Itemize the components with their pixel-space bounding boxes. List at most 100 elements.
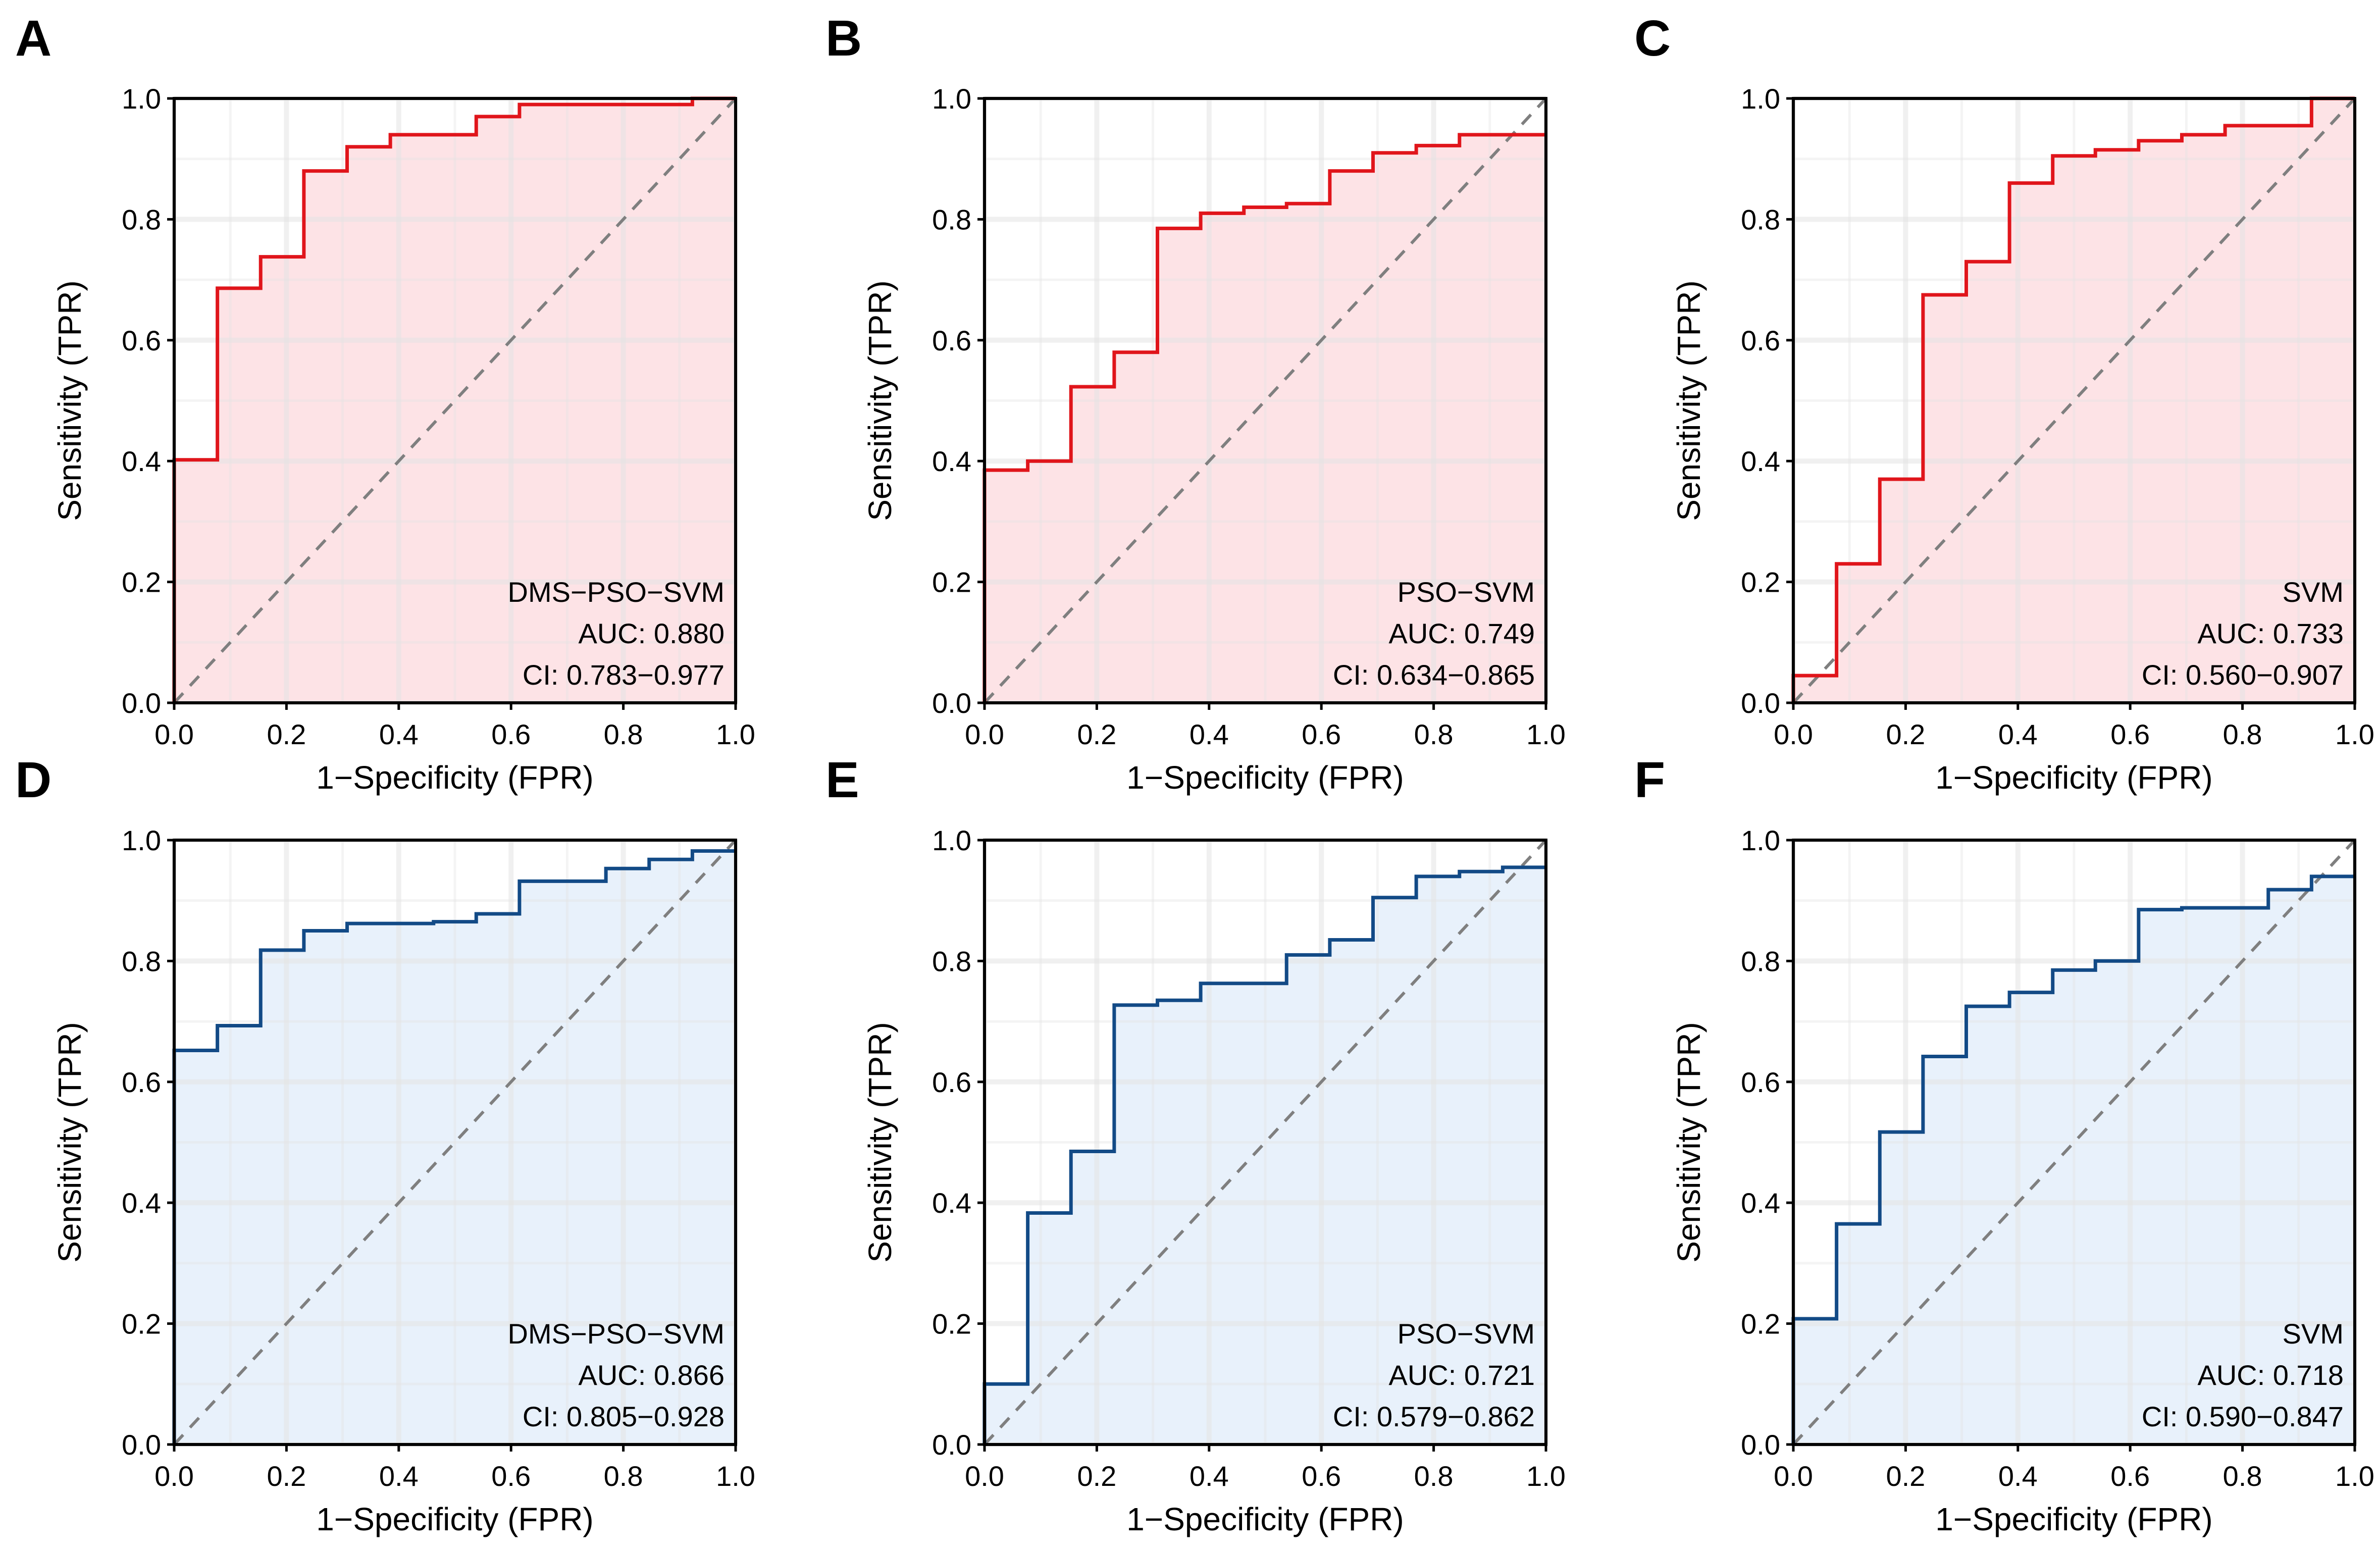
- y-tick-label: 0.0: [122, 687, 161, 719]
- auc-label: AUC: 0.721: [1389, 1359, 1535, 1391]
- x-tick-label: 0.8: [604, 718, 643, 750]
- ci-label: CI: 0.560−0.907: [2142, 659, 2344, 691]
- x-tick-label: 1.0: [2335, 1460, 2374, 1492]
- roc-curve: [172, 849, 736, 1444]
- model-name-label: PSO−SVM: [1398, 576, 1535, 608]
- x-tick-label: 0.6: [491, 1460, 531, 1492]
- x-tick-label: 0.4: [1189, 718, 1229, 750]
- panel-letter: F: [1634, 752, 1665, 808]
- plot-frame: [1792, 839, 2356, 1446]
- y-tick-label: 0.0: [1741, 1429, 1780, 1461]
- roc-panel-b: B 0.0 0.2 0.4 0.6 0.8 1.0 0.0 0.2 0.4 0.6 0.8 1.0 1−S…: [825, 10, 1566, 796]
- auc-area: [985, 867, 1546, 1444]
- x-tick-label: 0.8: [2223, 1460, 2262, 1492]
- y-tick-label: 0.6: [122, 1066, 161, 1098]
- y-tick-label: 0.8: [122, 203, 161, 235]
- x-tick-label: 0.6: [2110, 718, 2150, 750]
- y-tick-label: 1.0: [932, 824, 971, 856]
- plot-frame: [173, 97, 737, 704]
- x-tick-label: 0.8: [1414, 718, 1454, 750]
- roc-curve: [982, 133, 1546, 703]
- x-tick-label: 1.0: [716, 1460, 755, 1492]
- x-axis-label: 1−Specificity (FPR): [316, 759, 593, 796]
- model-name-label: DMS−PSO−SVM: [508, 576, 725, 608]
- y-tick-label: 0.6: [932, 325, 971, 356]
- x-tick-label: 0.0: [1774, 1460, 1813, 1492]
- y-tick-label: 0.0: [122, 1429, 161, 1461]
- roc-panel-d: D 0.0 0.2 0.4 0.6 0.8 1.0 0.0 0.2 0.4 0.6 0.8 1.0 1−S…: [15, 752, 755, 1537]
- x-axis-label: 1−Specificity (FPR): [316, 1501, 593, 1537]
- y-axis-label: Sensitivity (TPR): [1671, 1022, 1707, 1263]
- y-tick-label: 0.8: [932, 945, 971, 977]
- x-tick-label: 0.4: [379, 718, 419, 750]
- y-tick-label: 0.8: [1741, 945, 1780, 977]
- x-tick-label: 0.2: [267, 718, 306, 750]
- x-tick-label: 1.0: [1526, 1460, 1566, 1492]
- y-tick-label: 0.4: [1741, 445, 1780, 477]
- auc-area: [985, 134, 1546, 703]
- panel-letter: C: [1634, 10, 1671, 67]
- x-axis-label: 1−Specificity (FPR): [1126, 759, 1404, 796]
- x-tick-label: 0.6: [1302, 718, 1341, 750]
- ci-label: CI: 0.783−0.977: [523, 659, 725, 691]
- plot-frame: [983, 97, 1547, 704]
- x-tick-label: 0.0: [965, 718, 1004, 750]
- model-name-label: SVM: [2283, 1318, 2344, 1350]
- auc-label: AUC: 0.733: [2198, 617, 2344, 649]
- panel-letter: A: [15, 10, 51, 67]
- gridlines: [1791, 838, 2357, 1447]
- x-tick-label: 0.8: [1414, 1460, 1454, 1492]
- x-tick-label: 0.2: [1886, 1460, 1925, 1492]
- y-tick-label: 1.0: [122, 824, 161, 856]
- y-axis-label: Sensitivity (TPR): [862, 280, 898, 521]
- x-tick-label: 0.6: [1302, 1460, 1341, 1492]
- auc-area: [1793, 98, 2355, 703]
- auc-label: AUC: 0.749: [1389, 617, 1535, 649]
- y-tick-label: 0.8: [932, 203, 971, 235]
- model-name-label: DMS−PSO−SVM: [508, 1318, 725, 1350]
- roc-curve: [1791, 96, 2355, 703]
- x-axis-label: 1−Specificity (FPR): [1126, 1501, 1404, 1537]
- y-tick-label: 0.6: [122, 325, 161, 356]
- x-tick-label: 0.2: [1077, 1460, 1116, 1492]
- x-tick-label: 0.2: [1886, 718, 1925, 750]
- x-tick-label: 0.4: [379, 1460, 419, 1492]
- y-tick-label: 0.0: [932, 687, 971, 719]
- panel-letter: B: [825, 10, 862, 67]
- ci-label: CI: 0.579−0.862: [1333, 1401, 1535, 1432]
- x-tick-label: 0.6: [491, 718, 531, 750]
- x-tick-label: 1.0: [1526, 718, 1566, 750]
- y-tick-label: 0.2: [1741, 1308, 1780, 1340]
- x-axis-label: 1−Specificity (FPR): [1935, 759, 2212, 796]
- roc-curve: [172, 96, 736, 703]
- x-tick-label: 0.8: [604, 1460, 643, 1492]
- x-tick-label: 0.4: [1998, 718, 2038, 750]
- roc-panel-e: E 0.0 0.2 0.4 0.6 0.8 1.0 0.0 0.2 0.4 0.6 0.8 1.0 1−S…: [825, 752, 1566, 1537]
- y-tick-label: 0.2: [122, 1308, 161, 1340]
- y-tick-label: 0.4: [1741, 1187, 1780, 1219]
- panel-letter: D: [15, 752, 51, 808]
- y-axis-label: Sensitivity (TPR): [51, 280, 88, 521]
- y-tick-label: 1.0: [1741, 83, 1780, 115]
- x-tick-label: 0.8: [2223, 718, 2262, 750]
- x-tick-label: 0.4: [1998, 1460, 2038, 1492]
- y-tick-label: 0.4: [122, 445, 161, 477]
- panel-letter: E: [825, 752, 859, 808]
- x-tick-label: 0.0: [154, 718, 194, 750]
- y-tick-label: 1.0: [1741, 824, 1780, 856]
- ci-label: CI: 0.590−0.847: [2142, 1401, 2344, 1432]
- y-tick-label: 0.6: [1741, 325, 1780, 356]
- roc-panel-a: A 0.0 0.2 0.4 0.6 0.8 1.0 0.0 0.2 0.4 0.6 0.8 1.0 1−S…: [15, 10, 755, 796]
- roc-panel-c: C 0.0 0.2 0.4 0.6 0.8 1.0 0.0 0.2 0.4 0.6 0.8 1.0 1−S…: [1634, 10, 2374, 796]
- roc-curve: [1791, 874, 2355, 1444]
- roc-curve: [982, 865, 1546, 1444]
- auc-label: AUC: 0.718: [2198, 1359, 2344, 1391]
- auc-area: [174, 851, 736, 1444]
- y-tick-label: 0.6: [932, 1066, 971, 1098]
- y-tick-label: 0.0: [932, 1429, 971, 1461]
- x-tick-label: 0.0: [1774, 718, 1813, 750]
- x-tick-label: 1.0: [716, 718, 755, 750]
- y-tick-label: 0.8: [122, 945, 161, 977]
- x-tick-label: 0.0: [965, 1460, 1004, 1492]
- x-tick-label: 0.6: [2110, 1460, 2150, 1492]
